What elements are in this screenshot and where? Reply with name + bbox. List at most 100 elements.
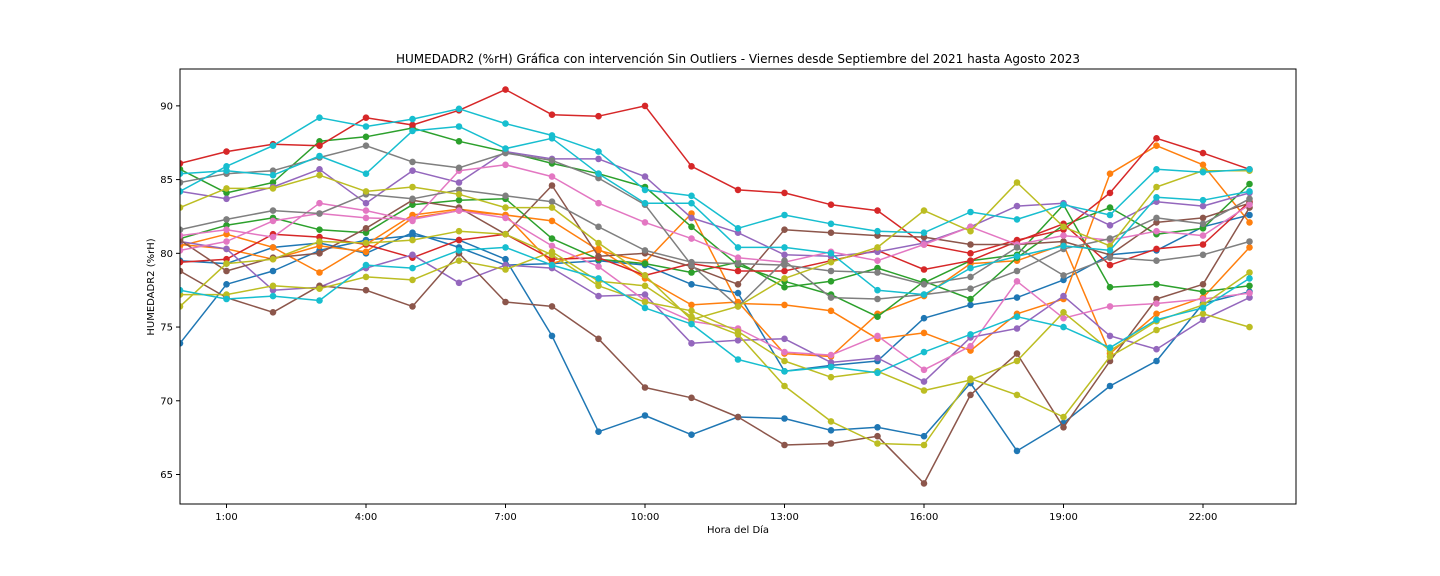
data-point [781, 368, 788, 375]
data-point [1060, 413, 1067, 421]
data-point [1199, 149, 1207, 157]
data-point [595, 335, 602, 343]
data-point [781, 335, 788, 343]
data-point [874, 269, 881, 276]
data-point [316, 152, 323, 160]
data-point [1246, 323, 1253, 331]
data-point [920, 281, 928, 288]
data-point [827, 373, 835, 381]
series-12 [180, 182, 1253, 288]
data-point [641, 219, 649, 226]
data-point [827, 201, 835, 208]
data-point [920, 291, 928, 298]
data-point [1153, 316, 1160, 324]
data-point [920, 314, 928, 322]
data-point [502, 298, 509, 306]
data-point [1106, 303, 1114, 310]
data-point [967, 250, 974, 257]
data-point [781, 348, 788, 356]
data-point [223, 260, 230, 267]
data-point [409, 229, 416, 236]
data-point [1106, 254, 1114, 261]
data-point [641, 384, 649, 391]
data-point [180, 204, 184, 211]
data-point [362, 142, 370, 149]
plot-frame [179, 68, 1297, 505]
series-line [180, 127, 1251, 318]
series-line [180, 164, 1250, 263]
data-point [874, 313, 881, 321]
data-point [1199, 316, 1207, 324]
data-point [967, 342, 974, 350]
data-point [734, 337, 742, 344]
data-point [362, 123, 370, 130]
data-point [781, 261, 788, 269]
data-point [1106, 170, 1114, 177]
data-point [595, 428, 602, 436]
data-point [502, 204, 509, 211]
data-point [967, 295, 974, 303]
data-point [455, 227, 463, 235]
data-point [316, 250, 323, 257]
data-point [967, 227, 974, 235]
data-point [967, 301, 974, 309]
data-point [827, 418, 835, 425]
data-point [1199, 196, 1207, 204]
data-point [455, 257, 463, 265]
data-point [1199, 202, 1207, 210]
data-point [827, 294, 835, 301]
data-point [502, 244, 509, 251]
x-axis-title: Hora del Día [707, 524, 769, 536]
data-point [455, 191, 463, 198]
data-point [920, 432, 928, 440]
data-point [1106, 247, 1114, 254]
data-point [1013, 325, 1021, 332]
series-line [180, 246, 1250, 374]
data-point [781, 211, 788, 219]
data-point [409, 121, 416, 129]
data-point [641, 247, 649, 254]
data-point [967, 208, 974, 216]
y-tick-label: 75 [160, 323, 173, 334]
y-tick-label: 65 [160, 470, 173, 481]
data-point [1153, 310, 1160, 318]
data-point [595, 112, 602, 120]
data-point [223, 226, 230, 233]
data-point [1013, 357, 1021, 365]
data-point [967, 331, 974, 338]
data-point [1013, 391, 1021, 399]
data-point [1013, 252, 1021, 260]
data-point [595, 245, 602, 253]
data-point [920, 480, 928, 487]
data-point [362, 248, 370, 256]
data-point [688, 192, 695, 200]
data-point [874, 207, 881, 214]
data-point [269, 217, 277, 225]
data-point [781, 415, 788, 422]
data-point [1013, 350, 1021, 357]
series-11 [180, 204, 1253, 487]
data-point [1013, 202, 1021, 210]
data-point [874, 295, 881, 303]
data-point [1060, 223, 1067, 231]
series-20 [180, 105, 1253, 236]
series-16 [180, 186, 1253, 288]
data-point [409, 195, 416, 203]
data-point [827, 307, 835, 315]
data-point [920, 241, 928, 248]
data-point [223, 195, 230, 203]
data-point [269, 142, 277, 149]
data-point [781, 251, 788, 259]
data-point [827, 267, 835, 275]
data-point [362, 261, 370, 269]
data-point [1060, 309, 1067, 316]
data-point [874, 424, 881, 431]
data-point [269, 207, 277, 214]
data-point [688, 340, 695, 347]
data-point [455, 207, 463, 214]
data-point [1013, 278, 1021, 285]
data-point [223, 281, 230, 288]
data-point [734, 281, 742, 288]
data-point [641, 102, 649, 110]
data-point [874, 244, 881, 251]
